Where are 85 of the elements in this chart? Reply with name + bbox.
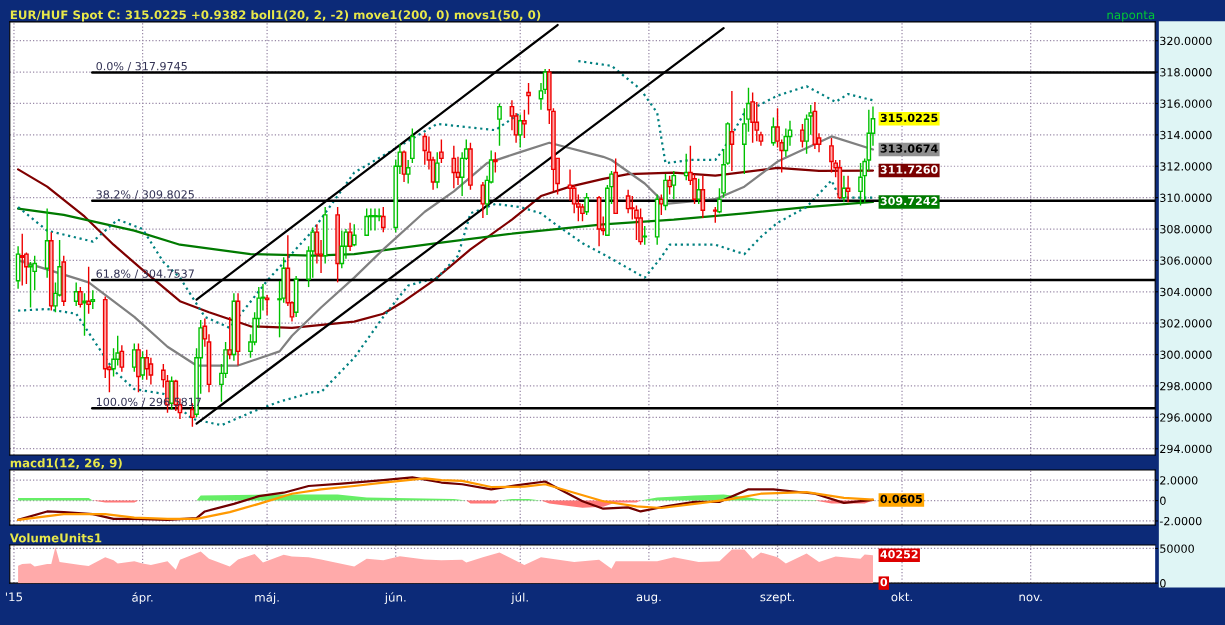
candlestick — [700, 174, 706, 219]
candlestick — [347, 222, 353, 252]
candlestick — [422, 132, 428, 166]
y-tick-label: 308.0000 — [1160, 225, 1212, 234]
candlestick — [584, 192, 589, 216]
line-series — [16, 166, 875, 329]
candlestick — [364, 207, 370, 236]
candlestick — [439, 138, 444, 164]
y-tick-label: 294.0000 — [1160, 444, 1212, 454]
line-series — [16, 179, 875, 427]
candlestick — [140, 350, 145, 381]
x-tick-label: szept. — [760, 592, 794, 604]
y-tick-label: 302.0000 — [1160, 319, 1212, 328]
candlestick — [372, 207, 378, 232]
annotation: 40252 — [880, 550, 918, 559]
annotation: 0.0605 — [880, 494, 923, 504]
y-tick-label: 2.0000 — [1160, 476, 1198, 485]
y-tick-label: 314.0000 — [1160, 130, 1212, 140]
candlestick — [28, 261, 33, 309]
candlestick — [90, 289, 96, 310]
candlestick — [800, 123, 805, 149]
y-tick-label: 300.0000 — [1160, 350, 1212, 359]
candlestick — [19, 233, 25, 287]
candlestick — [492, 151, 498, 174]
y-tick-label: 320.0000 — [1160, 36, 1212, 46]
line-series — [16, 200, 875, 257]
candlestick — [119, 344, 125, 373]
candlestick — [405, 159, 411, 185]
y-tick-label: 0 — [1160, 579, 1166, 588]
candlestick — [497, 102, 502, 147]
chart-title: EUR/HUF Spot C: 315.0225 +0.9382 boll1(20, 2, -2) move1(200, 0) movs1(50, 0) — [10, 10, 541, 22]
candlestick — [638, 207, 643, 246]
candlestick — [517, 113, 523, 149]
annotation: 311.7260 — [880, 165, 938, 174]
candlestick — [77, 286, 83, 309]
ref-line-label: 38.2% / 309.8025 — [96, 190, 194, 200]
candlestick — [73, 281, 79, 307]
y-tick-label: 310.0000 — [1160, 193, 1212, 203]
candlestick — [696, 178, 702, 205]
y-tick-label: 316.0000 — [1160, 99, 1212, 108]
annotation: 313.0674 — [880, 144, 938, 153]
x-tick-label: júl. — [511, 592, 528, 605]
candlestick — [148, 357, 154, 386]
candlestick — [380, 206, 386, 233]
candlestick — [526, 82, 531, 116]
x-tick-label: máj. — [255, 592, 279, 605]
x-tick-label: okt. — [891, 592, 912, 602]
annotation: 0 — [880, 577, 888, 587]
candlestick — [409, 127, 415, 164]
x-tick-label: '15 — [5, 592, 23, 602]
y-tick-label: -2.0000 — [1159, 516, 1202, 526]
candlestick — [227, 316, 233, 360]
chart-subtitle: naponta — [1107, 10, 1155, 22]
candlestick — [144, 349, 150, 381]
y-tick-label: 304.0000 — [1160, 287, 1212, 297]
chart-title: VolumeUnits1 — [9, 533, 102, 543]
candlestick — [858, 162, 863, 207]
candlestick — [376, 207, 382, 222]
y-tick-label: 306.0000 — [1160, 256, 1212, 265]
y-tick-label: 312.0000 — [1160, 162, 1212, 171]
x-tick-label: ápr. — [132, 592, 153, 605]
candlestick — [343, 228, 349, 260]
candlestick — [522, 109, 527, 139]
candlestick — [671, 170, 677, 200]
y-tick-label: 50000 — [1160, 544, 1194, 553]
ref-line-label: 0.0% / 317.9745 — [96, 61, 187, 72]
y-tick-label: 298.0000 — [1160, 381, 1212, 391]
y-tick-label: 296.0000 — [1160, 413, 1212, 422]
candlestick — [368, 207, 374, 232]
candlestick — [451, 145, 457, 189]
candlestick — [642, 225, 648, 246]
candlestick — [829, 137, 834, 174]
candlestick — [750, 91, 755, 144]
annotation: 309.7242 — [880, 196, 938, 206]
candlestick — [480, 181, 486, 219]
chart-title: macd1(12, 26, 9) — [10, 458, 122, 469]
annotation: 315.0225 — [880, 113, 938, 123]
y-tick-label: 0 — [1160, 496, 1166, 505]
x-tick-label: nov. — [1019, 594, 1042, 602]
y-tick-label: 318.0000 — [1160, 68, 1212, 77]
x-tick-label: jún. — [384, 592, 406, 605]
candlestick — [339, 229, 345, 269]
candlestick — [351, 223, 357, 247]
candlestick — [264, 294, 270, 317]
x-tick-label: aug. — [636, 594, 661, 604]
